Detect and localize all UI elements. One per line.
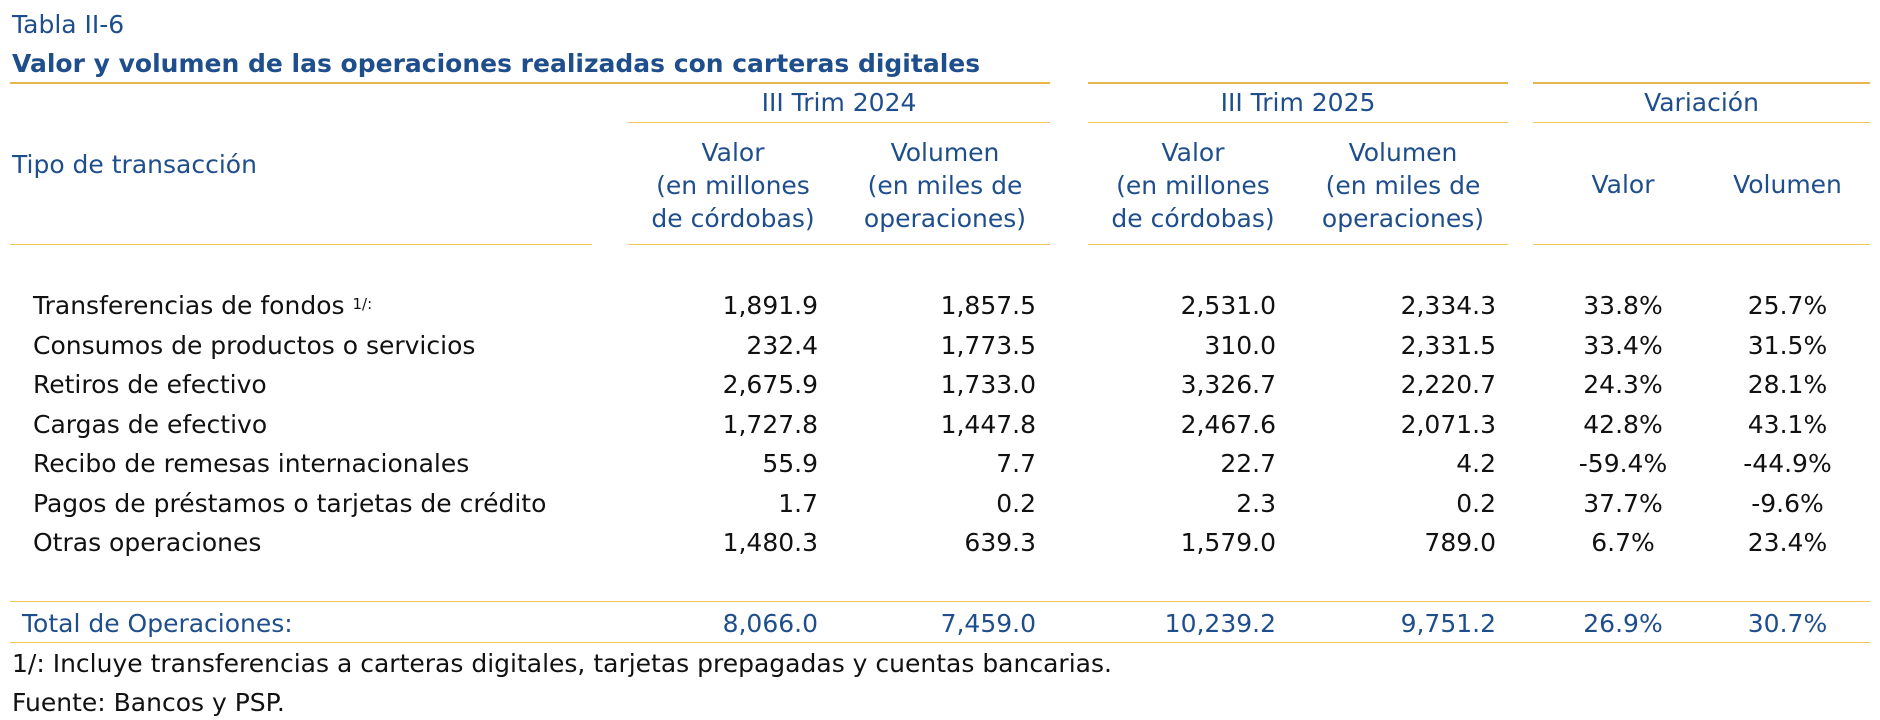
cell-volumen-2024: 1,773.5 xyxy=(940,331,1036,360)
cell-volumen-2024: 7.7 xyxy=(996,449,1036,478)
col-header-var-volumen: Volumen xyxy=(1733,170,1842,199)
subgroup-rule-2025 xyxy=(1088,122,1508,123)
total-valor-2025: 10,239.2 xyxy=(1164,609,1276,638)
cell-volumen-2025: 2,220.7 xyxy=(1400,370,1496,399)
group-header-2024: III Trim 2024 xyxy=(761,88,917,117)
cell-volumen-2025: 2,331.5 xyxy=(1400,331,1496,360)
cell-valor-2025: 310.0 xyxy=(1204,331,1276,360)
total-bottom-rule xyxy=(10,642,1870,643)
cell-valor-2024: 232.4 xyxy=(746,331,818,360)
cell-volumen-2024: 639.3 xyxy=(964,528,1036,557)
subgroup-rule-2024 xyxy=(628,122,1050,123)
row-label: Transferencias de fondos 1/: xyxy=(33,291,373,320)
col-header-valor-2024: Valor (en millones de córdobas) xyxy=(651,138,815,233)
cell-volumen-2024: 1,447.8 xyxy=(940,410,1036,439)
group-header-variacion: Variación xyxy=(1644,88,1759,117)
cell-volumen-2024: 0.2 xyxy=(996,489,1036,518)
cell-var-volumen: -44.9% xyxy=(1743,449,1832,478)
cell-valor-2024: 1,727.8 xyxy=(722,410,818,439)
total-var-volumen: 30.7% xyxy=(1747,609,1828,638)
group-header-2025: III Trim 2025 xyxy=(1220,88,1376,117)
title-rule xyxy=(10,82,1050,84)
total-volumen-2025: 9,751.2 xyxy=(1400,609,1496,638)
cell-volumen-2025: 2,334.3 xyxy=(1400,291,1496,320)
total-top-rule xyxy=(10,601,1870,602)
group-rule-variacion xyxy=(1533,82,1870,84)
cell-var-volumen: 25.7% xyxy=(1747,291,1828,320)
cell-valor-2025: 2.3 xyxy=(1236,489,1276,518)
col-header-valor-2025: Valor (en millones de córdobas) xyxy=(1111,138,1275,233)
cell-var-valor: 37.7% xyxy=(1583,489,1663,518)
cell-valor-2025: 3,326.7 xyxy=(1180,370,1276,399)
footnote: 1/: Incluye transferencias a carteras di… xyxy=(12,649,1112,678)
cell-var-volumen: 43.1% xyxy=(1747,410,1828,439)
row-label: Otras operaciones xyxy=(33,528,262,557)
header-rule-variacion xyxy=(1533,244,1870,245)
cell-var-valor: 42.8% xyxy=(1583,410,1663,439)
total-volumen-2024: 7,459.0 xyxy=(940,609,1036,638)
header-rule-2024 xyxy=(628,244,1050,245)
cell-valor-2025: 2,531.0 xyxy=(1180,291,1276,320)
cell-var-valor: -59.4% xyxy=(1578,449,1668,478)
col-header-var-valor: Valor xyxy=(1591,170,1655,199)
row-label: Consumos de productos o servicios xyxy=(33,331,476,360)
cell-var-volumen: 28.1% xyxy=(1747,370,1828,399)
cell-volumen-2024: 1,857.5 xyxy=(940,291,1036,320)
cell-volumen-2025: 4.2 xyxy=(1456,449,1496,478)
cell-valor-2025: 22.7 xyxy=(1220,449,1276,478)
cell-volumen-2025: 789.0 xyxy=(1424,528,1496,557)
cell-var-volumen: 23.4% xyxy=(1747,528,1828,557)
cell-volumen-2025: 2,071.3 xyxy=(1400,410,1496,439)
cell-var-volumen: -9.6% xyxy=(1751,489,1824,518)
header-rule-label xyxy=(10,244,592,245)
footnote-marker: 1/: xyxy=(352,295,373,313)
cell-var-valor: 24.3% xyxy=(1583,370,1663,399)
row-label: Pagos de préstamos o tarjetas de crédito xyxy=(33,489,547,518)
cell-valor-2024: 55.9 xyxy=(762,449,818,478)
table-label: Tabla II-6 xyxy=(12,10,125,39)
cell-valor-2024: 2,675.9 xyxy=(722,370,818,399)
group-rule-2025 xyxy=(1088,82,1508,84)
row-label: Retiros de efectivo xyxy=(33,370,267,399)
col-header-volumen-2024: Volumen (en miles de operaciones) xyxy=(863,138,1027,233)
cell-valor-2025: 1,579.0 xyxy=(1180,528,1276,557)
cell-valor-2024: 1.7 xyxy=(778,489,818,518)
total-var-valor: 26.9% xyxy=(1583,609,1663,638)
cell-var-volumen: 31.5% xyxy=(1747,331,1828,360)
cell-var-valor: 33.4% xyxy=(1583,331,1663,360)
row-header: Tipo de transacción xyxy=(12,150,257,179)
cell-valor-2024: 1,480.3 xyxy=(722,528,818,557)
row-label: Cargas de efectivo xyxy=(33,410,268,439)
cell-var-valor: 33.8% xyxy=(1583,291,1663,320)
cell-volumen-2025: 0.2 xyxy=(1456,489,1496,518)
subgroup-rule-variacion xyxy=(1533,122,1870,123)
total-valor-2024: 8,066.0 xyxy=(722,609,818,638)
cell-valor-2025: 2,467.6 xyxy=(1180,410,1276,439)
header-rule-2025 xyxy=(1088,244,1508,245)
source-note: Fuente: Bancos y PSP. xyxy=(12,688,285,717)
row-label: Recibo de remesas internacionales xyxy=(33,449,470,478)
cell-volumen-2024: 1,733.0 xyxy=(940,370,1036,399)
col-header-volumen-2025: Volumen (en miles de operaciones) xyxy=(1321,138,1485,233)
table-title: Valor y volumen de las operaciones reali… xyxy=(12,49,981,78)
total-label: Total de Operaciones: xyxy=(22,609,293,638)
cell-var-valor: 6.7% xyxy=(1591,528,1655,557)
cell-valor-2024: 1,891.9 xyxy=(722,291,818,320)
